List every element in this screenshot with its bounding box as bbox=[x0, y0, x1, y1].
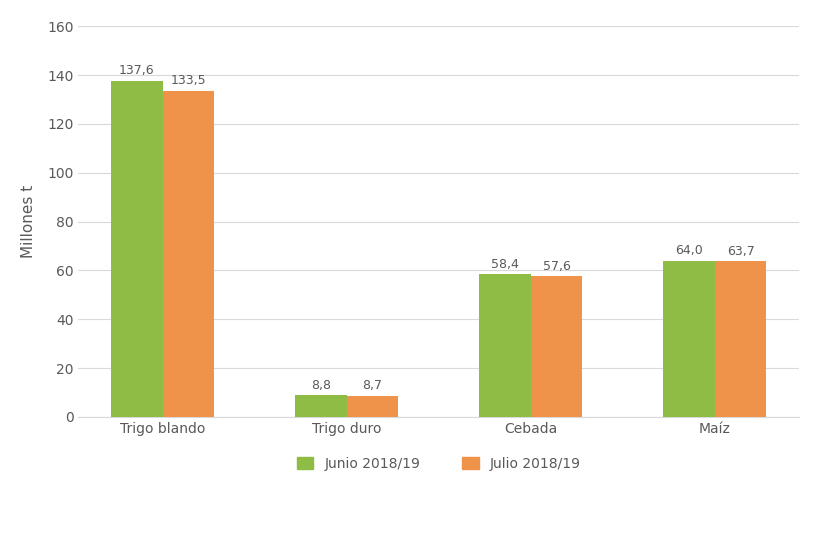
Text: 8,7: 8,7 bbox=[362, 379, 382, 392]
Bar bbox=[663, 260, 714, 417]
Text: 133,5: 133,5 bbox=[170, 74, 206, 87]
Text: 8,8: 8,8 bbox=[310, 379, 331, 392]
Bar bbox=[714, 262, 766, 417]
Bar bbox=[478, 275, 530, 417]
Bar bbox=[162, 91, 214, 417]
Bar bbox=[295, 395, 346, 417]
Text: 63,7: 63,7 bbox=[726, 245, 753, 258]
Y-axis label: Millones t: Millones t bbox=[20, 185, 36, 258]
Bar bbox=[111, 81, 162, 417]
Bar bbox=[530, 276, 581, 417]
Text: 58,4: 58,4 bbox=[491, 258, 518, 271]
Text: 137,6: 137,6 bbox=[119, 64, 155, 78]
Text: 57,6: 57,6 bbox=[542, 260, 570, 272]
Text: 64,0: 64,0 bbox=[674, 244, 702, 257]
Legend: Junio 2018/19, Julio 2018/19: Junio 2018/19, Julio 2018/19 bbox=[291, 452, 586, 477]
Bar bbox=[346, 396, 398, 417]
